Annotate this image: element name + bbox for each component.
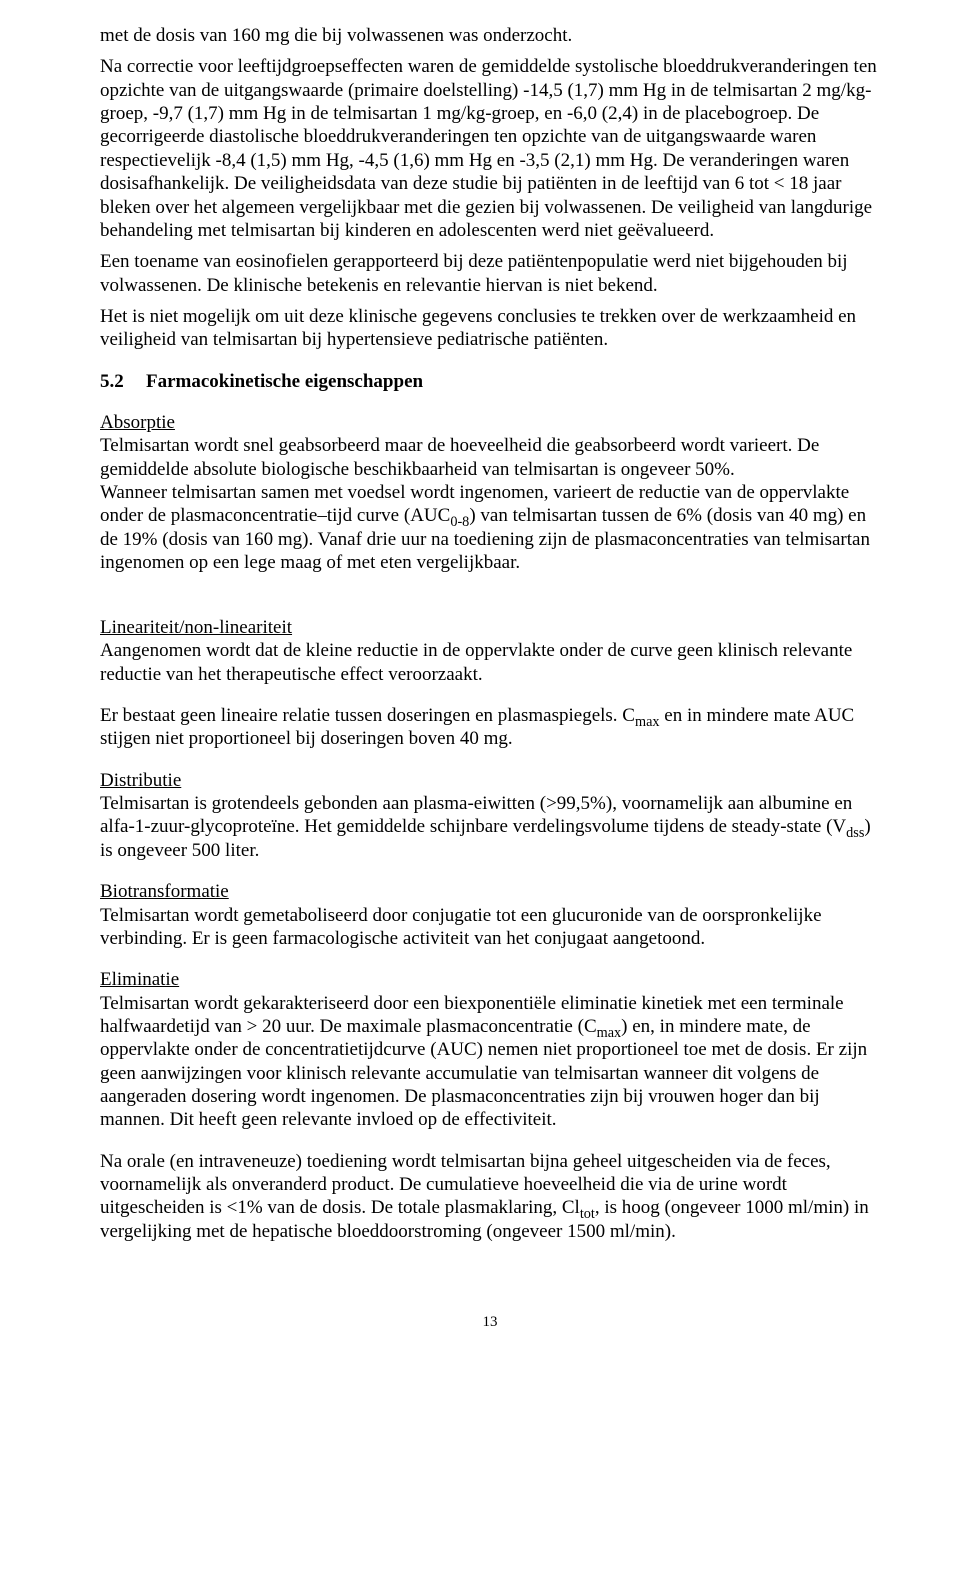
subscript: dss [846, 825, 864, 841]
subsection-heading: Distributie [100, 770, 181, 791]
body-text: Er bestaat geen lineaire relatie tussen … [100, 705, 635, 726]
section-title: Farmacokinetische eigenschappen [146, 371, 423, 392]
body-text: Aangenomen wordt dat de kleine reductie … [100, 640, 852, 684]
body-text: Telmisartan wordt snel geabsorbeerd maar… [100, 435, 819, 479]
subsection-heading: Lineariteit/non-lineariteit [100, 617, 292, 638]
section-heading: 5.2Farmacokinetische eigenschappen [100, 370, 880, 393]
body-paragraph: Na orale (en intraveneuze) toediening wo… [100, 1150, 880, 1243]
page-number: 13 [100, 1313, 880, 1331]
body-text: Telmisartan is grotendeels gebonden aan … [100, 793, 852, 837]
subsection: Distributie Telmisartan is grotendeels g… [100, 769, 880, 862]
body-paragraph: met de dosis van 160 mg die bij volwasse… [100, 24, 880, 47]
subsection-heading: Biotransformatie [100, 881, 229, 902]
subsection-heading: Absorptie [100, 412, 175, 433]
body-paragraph: Het is niet mogelijk om uit deze klinisc… [100, 305, 880, 352]
body-text: Telmisartan wordt gemetaboliseerd door c… [100, 905, 822, 949]
body-paragraph: Er bestaat geen lineaire relatie tussen … [100, 704, 880, 751]
subsection: Absorptie Telmisartan wordt snel geabsor… [100, 411, 880, 575]
document-page: met de dosis van 160 mg die bij volwasse… [0, 0, 960, 1372]
subscript: max [635, 714, 660, 730]
section-number: 5.2 [100, 370, 146, 393]
body-paragraph: Na correctie voor leeftijdgroepseffecten… [100, 55, 880, 242]
body-paragraph: Een toename van eosinofielen gerapportee… [100, 250, 880, 297]
subsection: Eliminatie Telmisartan wordt gekarakteri… [100, 968, 880, 1132]
subsection-heading: Eliminatie [100, 969, 179, 990]
subsection: Lineariteit/non-lineariteit Aangenomen w… [100, 616, 880, 686]
subsection: Biotransformatie Telmisartan wordt gemet… [100, 880, 880, 950]
